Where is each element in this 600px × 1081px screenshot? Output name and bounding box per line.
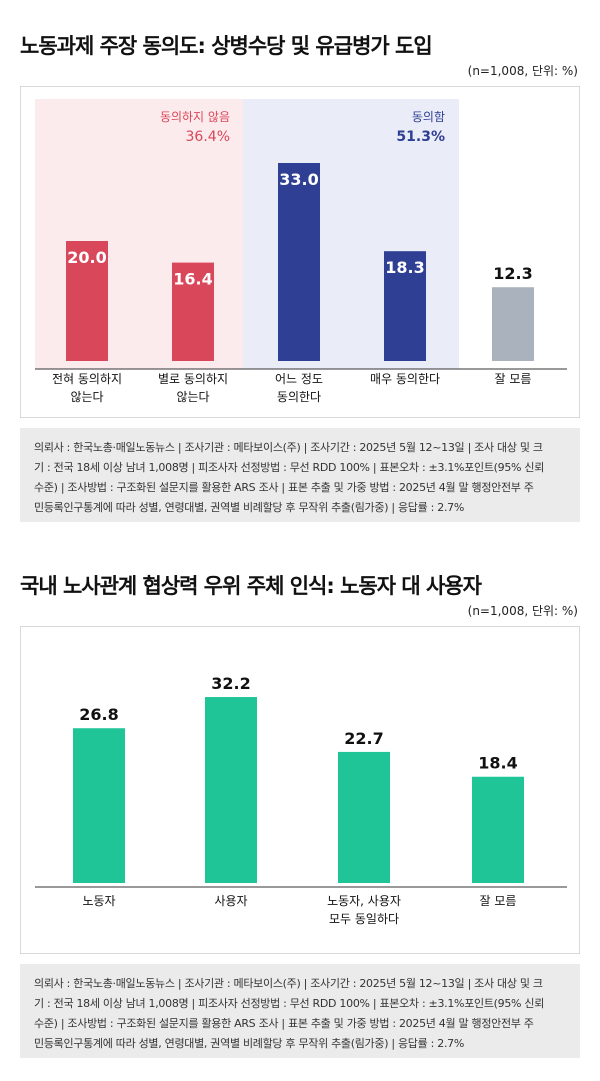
note-line: 수준) | 조사방법 : 구조화된 설문지를 활용한 ARS 조사 | 표본 추… <box>34 1017 534 1030</box>
note-line: 민등록인구통계에 따라 성별, 연령대별, 권역별 비례할당 후 무작위 추출(… <box>34 501 464 514</box>
bar-value-label: 16.4 <box>173 270 212 289</box>
agree-group-value: 51.3% <box>396 129 445 145</box>
disagree-group-value: 36.4% <box>186 129 230 145</box>
category-label: 어느 정도 <box>275 372 323 386</box>
note-line: 기 : 전국 18세 이상 남녀 1,008명 | 피조사자 선정방법 : 무선… <box>34 461 545 474</box>
category-label: 잘 모름 <box>480 894 517 908</box>
bar <box>384 251 426 361</box>
bar <box>338 751 390 883</box>
category-label: 모두 동일하다 <box>329 912 399 926</box>
agree-group-label: 동의함 <box>412 110 445 124</box>
category-label: 전혀 동의하지 <box>52 372 122 386</box>
bar <box>205 697 257 883</box>
bar <box>73 728 125 883</box>
bar-value-label: 12.3 <box>493 264 532 283</box>
category-label: 않는다 <box>176 390 209 404</box>
category-label: 별로 동의하지 <box>158 372 228 386</box>
category-label: 노동자 <box>82 894 115 908</box>
disagree-group-label: 동의하지 않음 <box>160 110 230 124</box>
bar-value-label: 18.3 <box>385 258 424 277</box>
chart1-survey-note: 의뢰사 : 한국노총·매일노동뉴스 | 조사기관 : 메타보이스(주) | 조사… <box>20 428 580 522</box>
note-line: 의뢰사 : 한국노총·매일노동뉴스 | 조사기관 : 메타보이스(주) | 조사… <box>34 977 543 990</box>
bar-value-label: 26.8 <box>79 705 118 724</box>
bar <box>492 287 534 361</box>
chart1-title: 노동과제 주장 동의도: 상병수당 및 유급병가 도입 <box>20 34 433 58</box>
category-label: 매우 동의한다 <box>370 372 440 386</box>
chart2-survey-note: 의뢰사 : 한국노총·매일노동뉴스 | 조사기관 : 메타보이스(주) | 조사… <box>20 964 580 1058</box>
category-label: 잘 모름 <box>495 372 532 386</box>
bar-value-label: 20.0 <box>67 248 106 267</box>
bar <box>66 241 108 361</box>
note-line: 민등록인구통계에 따라 성별, 연령대별, 권역별 비례할당 후 무작위 추출(… <box>34 1037 464 1050</box>
chart2-title: 국내 노사관계 협상력 우위 주체 인식: 노동자 대 사용자 <box>20 574 482 598</box>
bar <box>472 776 524 883</box>
chart2-unit: (n=1,008, 단위: %) <box>467 604 578 618</box>
note-line: 수준) | 조사방법 : 구조화된 설문지를 활용한 ARS 조사 | 표본 추… <box>34 481 534 494</box>
bar-value-label: 32.2 <box>211 674 250 693</box>
chart1-unit: (n=1,008, 단위: %) <box>467 64 578 78</box>
bar-value-label: 33.0 <box>279 170 318 189</box>
category-label: 않는다 <box>70 390 103 404</box>
bar-value-label: 22.7 <box>344 729 383 748</box>
note-line: 기 : 전국 18세 이상 남녀 1,008명 | 피조사자 선정방법 : 무선… <box>34 997 545 1010</box>
category-label: 노동자, 사용자 <box>327 894 401 908</box>
bar <box>278 163 320 361</box>
category-label: 동의한다 <box>277 390 321 404</box>
bar-value-label: 18.4 <box>478 754 517 773</box>
bar <box>172 262 214 361</box>
note-line: 의뢰사 : 한국노총·매일노동뉴스 | 조사기관 : 메타보이스(주) | 조사… <box>34 441 543 454</box>
category-label: 사용자 <box>214 894 247 908</box>
